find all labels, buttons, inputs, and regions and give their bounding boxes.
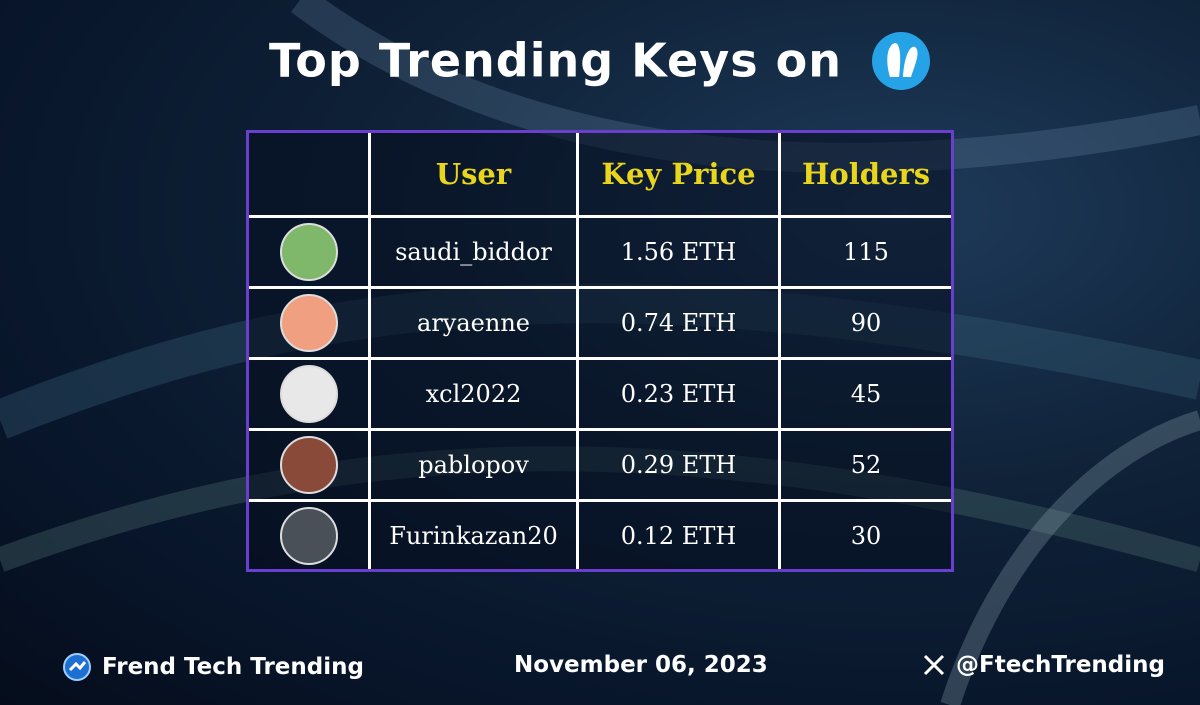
table-cell: xcl2022 — [368, 360, 576, 428]
table-cell: 52 — [778, 431, 951, 499]
title-bar: Top Trending Keys on — [0, 30, 1200, 91]
header-cell: User — [368, 133, 576, 215]
table-row: pablopov 0.29 ETH 52 — [249, 428, 951, 499]
table-cell: Furinkazan20 — [368, 502, 576, 569]
avatar-cell — [249, 218, 368, 286]
avatar-cell — [249, 502, 368, 569]
footer-date: November 06, 2023 — [514, 652, 768, 678]
header-cell — [249, 133, 368, 215]
header-row: User Key Price Holders — [249, 133, 951, 215]
table-cell: 1.56 ETH — [576, 218, 778, 286]
avatar-cell — [249, 431, 368, 499]
footer-handle: @FtechTrending — [922, 652, 1165, 678]
table-row: aryaenne 0.74 ETH 90 — [249, 286, 951, 357]
footer-brand: Frend Tech Trending — [62, 652, 364, 682]
brand: Frend Tech Trending — [102, 654, 364, 680]
title: Top Trending Keys on — [269, 33, 842, 88]
table-cell: 45 — [778, 360, 951, 428]
table-cell: 0.23 ETH — [576, 360, 778, 428]
avatar — [279, 436, 338, 494]
table-cell: saudi_biddor — [368, 218, 576, 286]
brand-icon — [63, 653, 91, 681]
table-row: xcl2022 0.23 ETH 45 — [249, 357, 951, 428]
table-row: Furinkazan20 0.12 ETH 30 — [249, 499, 951, 569]
table-cell: 0.74 ETH — [576, 289, 778, 357]
table-row: saudi_biddor 1.56 ETH 115 — [249, 215, 951, 286]
table-cell: 115 — [778, 218, 951, 286]
table-cell: pablopov — [368, 431, 576, 499]
table-cell: 30 — [778, 502, 951, 569]
avatar — [279, 294, 338, 352]
date: November 06, 2023 — [514, 652, 768, 678]
avatar-cell — [249, 360, 368, 428]
table-cell: 90 — [778, 289, 951, 357]
header-cell: Holders — [778, 133, 951, 215]
logo — [871, 31, 930, 90]
avatar — [279, 365, 338, 423]
avatar — [279, 223, 338, 281]
header-cell: Key Price — [576, 133, 778, 215]
table-cell: aryaenne — [368, 289, 576, 357]
table: User Key Price Holders saudi_biddor 1.56 ETH… — [246, 130, 954, 572]
x-icon — [923, 654, 945, 676]
handle: @FtechTrending — [956, 652, 1165, 678]
table-cell: 0.12 ETH — [576, 502, 778, 569]
avatar — [279, 506, 338, 565]
avatar-cell — [249, 289, 368, 357]
table-cell: 0.29 ETH — [576, 431, 778, 499]
